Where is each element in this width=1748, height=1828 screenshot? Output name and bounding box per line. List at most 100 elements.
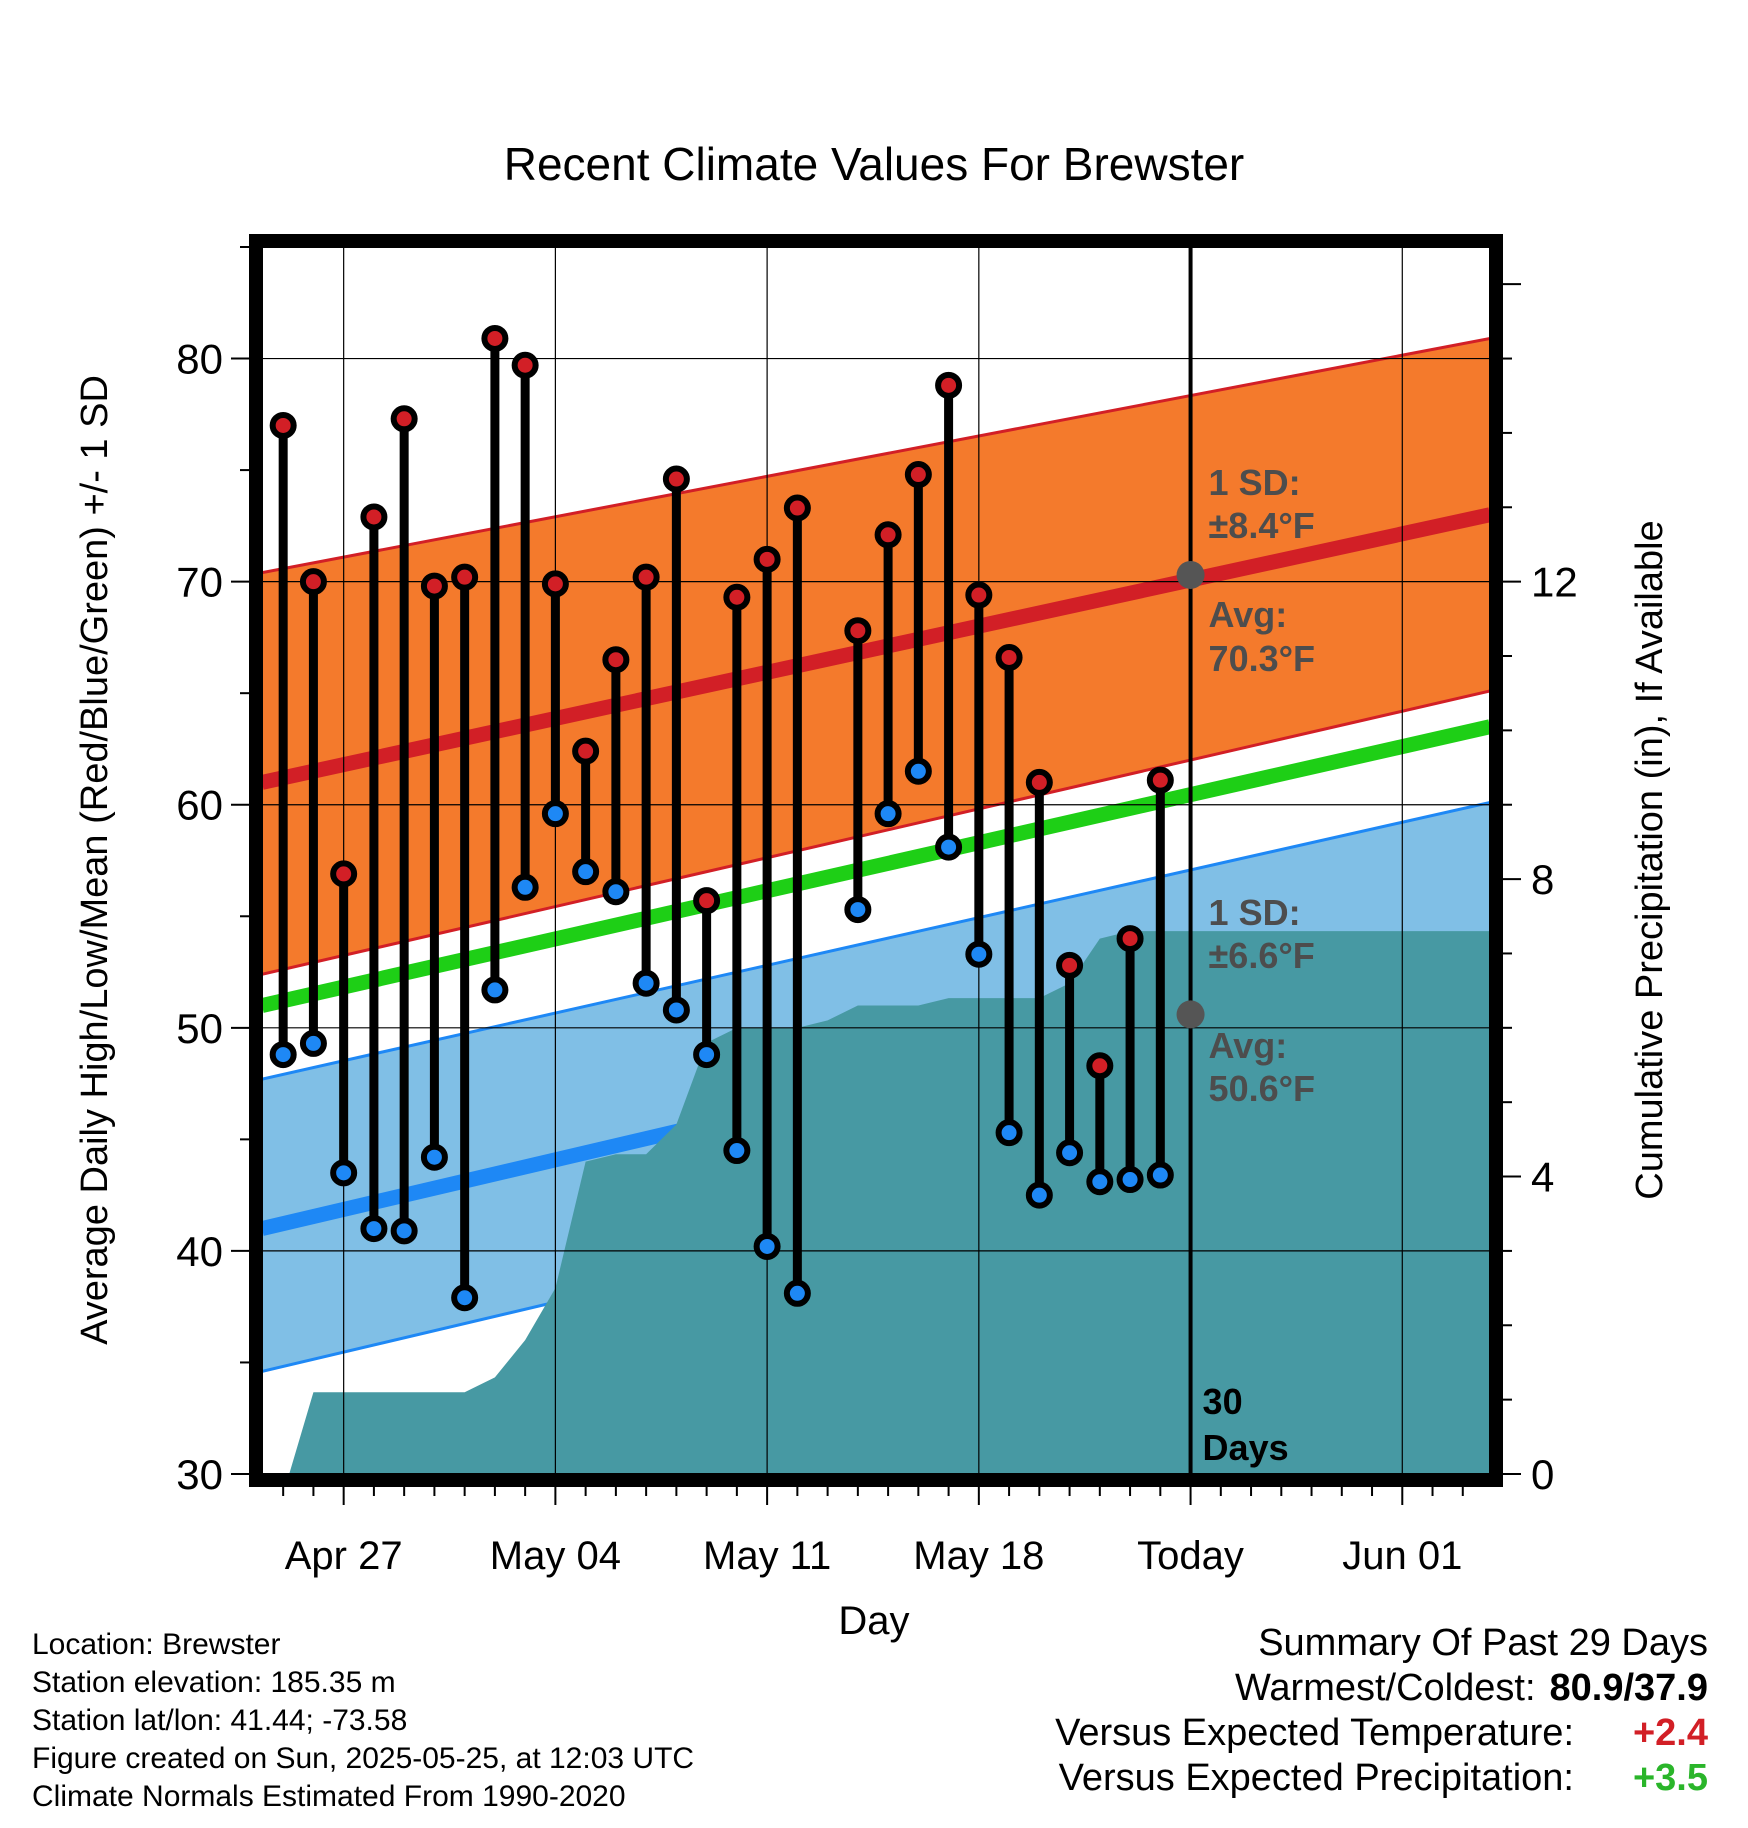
daily-low-marker [451,1284,479,1312]
daily-high-marker [662,465,690,493]
daily-low-marker [632,969,660,997]
daily-high-marker [1025,768,1053,796]
warmest-coldest-label: Warmest/Coldest: [1234,1667,1536,1709]
daily-low-marker [1116,1166,1144,1194]
daily-high-marker [602,646,630,674]
daily-low-marker [602,878,630,906]
daily-high-marker [783,494,811,522]
y-axis-label-right: Cumulative Precipitation (in), If Availa… [1629,520,1671,1199]
info-normals: Climate Normals Estimated From 1990-2020 [32,1780,626,1813]
daily-low-marker [1025,1181,1053,1209]
summary-warmest-coldest: Warmest/Coldest: 80.9/37.9 [1055,1667,1708,1710]
temp-departure-value: +2.4 [1632,1712,1708,1754]
y-tick-label: 70 [176,559,223,606]
y-tick-label: 40 [176,1228,223,1275]
high-avg-today-dot [1176,560,1205,589]
plot-frame [249,234,1503,1487]
daily-high-marker [481,324,509,352]
daily-high-marker [541,570,569,598]
x-tick-label: May 18 [913,1534,1044,1578]
daily-low-marker [935,833,963,861]
daily-low-marker [783,1279,811,1307]
y-tick-label: 60 [176,782,223,829]
low-avg-value: 50.6°F [1209,1068,1315,1109]
daily-high-marker [299,568,327,596]
high-normal-band [262,338,1490,975]
daily-high-marker [1086,1052,1114,1080]
daily-high-marker [360,503,388,531]
high-avg-label: Avg: [1209,594,1288,635]
x-tick-label: Apr 27 [285,1534,403,1578]
high-sd-value: ±8.4°F [1209,505,1315,546]
daily-low-marker [299,1029,327,1057]
daily-high-marker [995,643,1023,671]
chart-title: Recent Climate Values For Brewster [504,138,1245,190]
daily-high-marker [1146,766,1174,794]
y-axis-label-left: Average Daily High/Low/Mean (Red/Blue/Gr… [74,375,116,1345]
daily-low-marker [723,1137,751,1165]
station-info: Location: Brewster Station elevation: 18… [32,1626,694,1816]
info-location: Location: Brewster [32,1628,281,1661]
x-tick-label: May 04 [490,1534,621,1578]
y2-tick-label: 12 [1531,559,1578,606]
summary-precip: Versus Expected Precipitation: +3.5 [1055,1757,1708,1800]
daily-high-marker [511,351,539,379]
daily-low-marker [693,1041,721,1069]
info-latlon: Station lat/lon: 41.44; -73.58 [32,1704,408,1737]
daily-low-marker [1146,1161,1174,1189]
daily-low-marker [541,800,569,828]
low-avg-today-dot [1176,1000,1205,1029]
x-tick-label: May 11 [703,1534,831,1578]
daily-low-marker [420,1143,448,1171]
daily-high-marker [451,563,479,591]
summary-title: Summary Of Past 29 Days [1258,1622,1708,1664]
daily-high-marker [723,583,751,611]
y2-tick-label: 0 [1531,1451,1554,1498]
daily-low-marker [1086,1168,1114,1196]
daily-high-marker [420,572,448,600]
today-days-label-number: 30 [1203,1381,1243,1422]
summary-temp: Versus Expected Temperature: +2.4 [1055,1712,1708,1755]
daily-high-marker [632,563,660,591]
high-avg-value: 70.3°F [1209,638,1315,679]
daily-low-marker [330,1159,358,1187]
low-avg-label: Avg: [1209,1025,1288,1066]
daily-low-marker [874,800,902,828]
info-elevation: Station elevation: 185.35 m [32,1666,396,1699]
daily-low-marker [995,1119,1023,1147]
info-created: Figure created on Sun, 2025-05-25, at 12… [32,1742,695,1775]
daily-low-marker [269,1041,297,1069]
daily-low-marker [662,996,690,1024]
daily-high-marker [693,887,721,915]
daily-low-marker [511,873,539,901]
daily-low-marker [904,757,932,785]
summary-panel: Summary Of Past 29 Days Warmest/Coldest:… [1055,1622,1708,1800]
daily-low-marker [965,940,993,968]
daily-high-marker [269,411,297,439]
daily-high-marker [904,461,932,489]
low-sd-value: ±6.6°F [1209,935,1315,976]
daily-high-marker [1116,925,1144,953]
precip-departure-value: +3.5 [1632,1757,1708,1799]
x-tick-label: Jun 01 [1342,1534,1462,1578]
daily-low-marker [1056,1139,1084,1167]
daily-high-marker [1056,951,1084,979]
x-axis-label: Day [838,1599,909,1643]
y-tick-label: 30 [176,1451,223,1498]
warmest-coldest-value: 80.9/37.9 [1549,1667,1708,1709]
daily-low-marker [844,896,872,924]
x-tick-label: Today [1137,1534,1244,1578]
daily-high-marker [844,617,872,645]
daily-low-marker [360,1215,388,1243]
daily-low-marker [572,858,600,886]
daily-high-marker [874,521,902,549]
daily-low-marker [753,1232,781,1260]
y2-tick-label: 4 [1531,1154,1554,1201]
daily-high-marker [935,371,963,399]
daily-low-marker [390,1217,418,1245]
temp-label: Versus Expected Temperature: [1055,1712,1574,1754]
daily-low-marker [481,976,509,1004]
high-normal-band-upper-edge [262,336,1490,575]
y2-tick-label: 8 [1531,856,1554,903]
